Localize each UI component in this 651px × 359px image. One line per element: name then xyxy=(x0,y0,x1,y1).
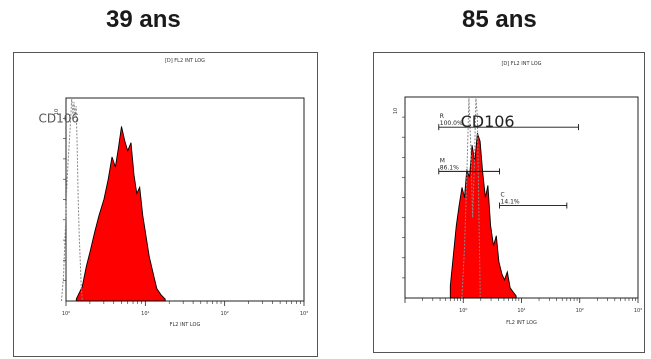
histogram-filled-series xyxy=(449,133,517,299)
gate-label: M xyxy=(440,157,445,164)
histogram-chart-85: [D] FL2 INT LOG 10⁰ 10¹ 10² 10³ FL2 INT LOG 10… xyxy=(393,61,642,326)
gate-value: 100.0% xyxy=(440,120,463,127)
gate-value: 86.1% xyxy=(440,164,459,171)
x-axis-label: FL2 INT LOG xyxy=(170,322,201,328)
x-axis-label: FL2 INT LOG xyxy=(506,320,537,326)
panel-title-right: 85 ans xyxy=(462,6,537,33)
cd106-annotation: CD106 xyxy=(38,111,79,125)
x-tick-label: 10¹ xyxy=(517,308,525,314)
y-tick-label: 10 xyxy=(393,108,399,114)
x-tick-label: 10⁰ xyxy=(459,308,467,314)
panel-title-left: 39 ans xyxy=(106,6,181,33)
x-tick-label: 10² xyxy=(220,311,228,317)
x-tick-label: 10⁰ xyxy=(62,311,70,317)
cd106-annotation: CD106 xyxy=(461,112,515,131)
x-tick-label: 10¹ xyxy=(141,311,149,317)
histogram-filled-series xyxy=(75,126,166,302)
histogram-dotted-series xyxy=(461,96,481,299)
y-tick-label: 10 xyxy=(54,109,60,115)
x-tick-label: 10² xyxy=(576,308,584,314)
chart-title: [D] FL2 INT LOG xyxy=(165,58,205,64)
chart-title: [D] FL2 INT LOG xyxy=(501,61,541,67)
histogram-panel-85: [D] FL2 INT LOG 10⁰ 10¹ 10² 10³ FL2 INT LOG 10… xyxy=(373,52,645,353)
x-tick-label: 10³ xyxy=(300,311,308,317)
histogram-panel-39: [D] FL2 INT LOG 10⁰ 10¹ 10² 10³ FL2 INT LOG 10… xyxy=(13,52,318,357)
gate-label: R xyxy=(440,113,444,120)
histogram-dotted-series xyxy=(61,97,83,302)
histogram-chart-39: [D] FL2 INT LOG 10⁰ 10¹ 10² 10³ FL2 INT LOG 10… xyxy=(38,58,308,328)
gate-label: C xyxy=(501,192,505,199)
x-tick-label: 10³ xyxy=(634,308,642,314)
gate-value: 14.1% xyxy=(501,199,520,206)
